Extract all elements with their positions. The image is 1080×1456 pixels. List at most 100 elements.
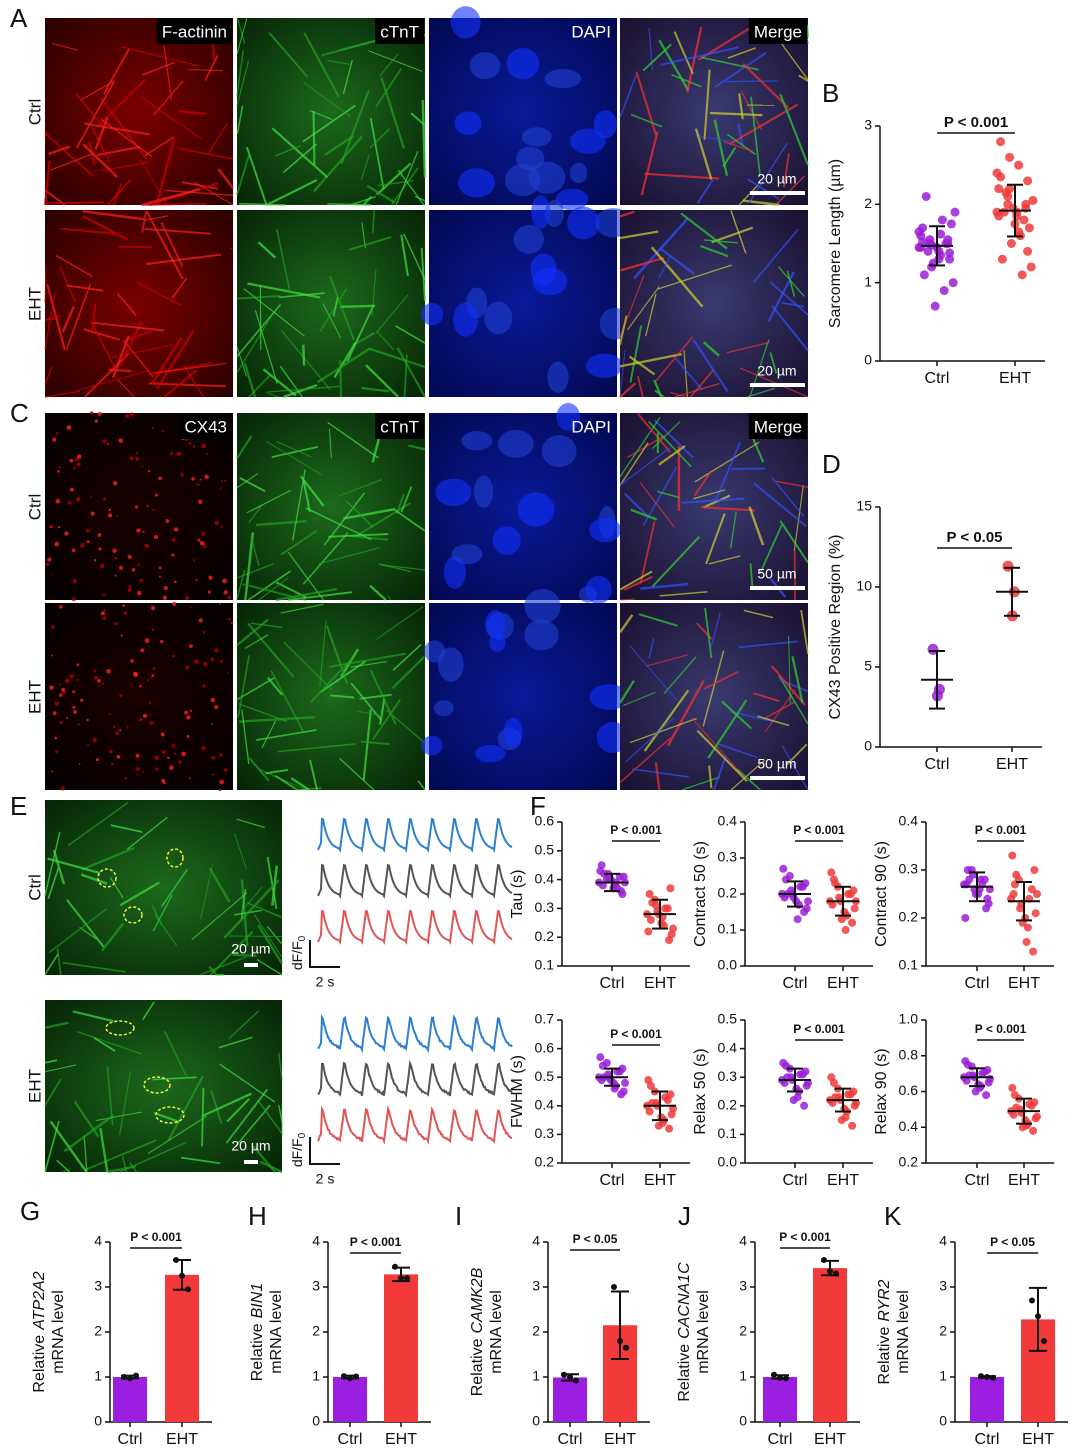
fiber [226, 1098, 250, 1123]
fiber [167, 1075, 204, 1142]
fiber [257, 1100, 283, 1134]
y-axis-label: Sarcomere Length (µm) [827, 159, 844, 328]
y-axis-label: Relative BIN1 [249, 1283, 266, 1381]
p-value: P < 0.001 [779, 1230, 831, 1244]
puncta [202, 684, 206, 688]
y-tick-label: 0.5 [718, 1011, 738, 1027]
y-axis-label-prefix: Relative [31, 1335, 48, 1393]
fiber [302, 344, 306, 366]
puncta [95, 758, 100, 762]
fiber [800, 609, 809, 655]
fiber [623, 575, 653, 591]
puncta [161, 429, 164, 433]
fiber [340, 90, 370, 164]
y-tick-label: 5 [864, 658, 872, 674]
fiber [108, 368, 132, 372]
fiber [201, 1087, 205, 1147]
bar [333, 1377, 367, 1422]
panel-label: F [530, 791, 546, 821]
puncta [51, 654, 54, 657]
fiber [696, 729, 748, 782]
fiber [248, 374, 271, 398]
y-axis-label: Contract 50 (s) [692, 841, 709, 947]
fiber [395, 150, 419, 206]
fiber [72, 1010, 114, 1023]
data-point [1019, 215, 1029, 225]
panel-label: H [248, 1201, 267, 1231]
y-tick-label: 0.0 [718, 957, 738, 973]
fiber [247, 622, 295, 678]
data-point [1012, 1103, 1021, 1112]
puncta [202, 661, 208, 667]
fiber [141, 202, 207, 206]
fiber [650, 246, 704, 308]
fiber [738, 640, 798, 649]
nucleus [474, 745, 506, 763]
x-tick-label: Ctrl [600, 1172, 625, 1189]
puncta [50, 625, 55, 630]
x-tick-label: Ctrl [118, 1431, 143, 1448]
fiber [44, 1078, 62, 1106]
data-point [945, 254, 955, 264]
data-point [1031, 909, 1040, 918]
fiber [648, 421, 692, 468]
fiber [43, 160, 51, 206]
fiber [50, 153, 92, 171]
y-axis-label-gene: CAMK2B [469, 1267, 486, 1333]
puncta [73, 710, 77, 714]
fiber [764, 701, 795, 720]
micrograph [45, 601, 233, 792]
data-point [996, 172, 1006, 182]
data-point [796, 1070, 805, 1079]
fiber [292, 469, 306, 541]
nucleus [515, 146, 545, 171]
fiber [353, 502, 411, 539]
puncta [218, 788, 222, 792]
fiber [629, 325, 643, 383]
fiber [119, 1070, 132, 1135]
fiber [630, 508, 658, 521]
fiber [748, 506, 765, 546]
fiber [680, 212, 728, 250]
fiber [251, 539, 260, 566]
fiber [83, 328, 121, 341]
x-tick-label: Ctrl [975, 1431, 1000, 1448]
fiber [781, 301, 804, 308]
data-point [646, 1081, 655, 1090]
fiber [776, 480, 809, 488]
data-point [945, 248, 955, 258]
fiber [769, 281, 809, 316]
data-point [918, 237, 928, 247]
y-tick-label: 10 [856, 578, 872, 594]
nucleus [524, 588, 561, 624]
fiber [257, 241, 277, 259]
fiber [84, 353, 129, 398]
data-point [837, 1116, 846, 1125]
y-axis-label: Relax 90 (s) [873, 1048, 890, 1134]
puncta [189, 644, 193, 649]
fiber [770, 665, 806, 706]
fiber [648, 638, 655, 659]
fiber [322, 303, 342, 339]
data-point [937, 215, 947, 225]
y-axis-label: mRNA level [268, 1290, 285, 1374]
fiber [237, 18, 246, 44]
puncta [139, 578, 144, 583]
fiber [640, 582, 689, 590]
puncta [127, 554, 132, 559]
fiber [229, 247, 234, 250]
y-tick-label: 0.2 [535, 1154, 555, 1170]
fiber [236, 60, 250, 106]
column-label: Merge [754, 22, 802, 41]
puncta [223, 590, 228, 595]
y-axis-label: CX43 Positive Region (%) [827, 535, 844, 720]
fiber [217, 168, 234, 189]
y-tick-label: 1 [939, 1368, 947, 1384]
puncta [141, 770, 144, 773]
puncta [202, 631, 206, 634]
fiber [805, 24, 810, 38]
fiber [750, 96, 761, 176]
y-tick-label: 0 [739, 1413, 747, 1429]
data-point [789, 1096, 798, 1105]
data-point [948, 278, 958, 288]
